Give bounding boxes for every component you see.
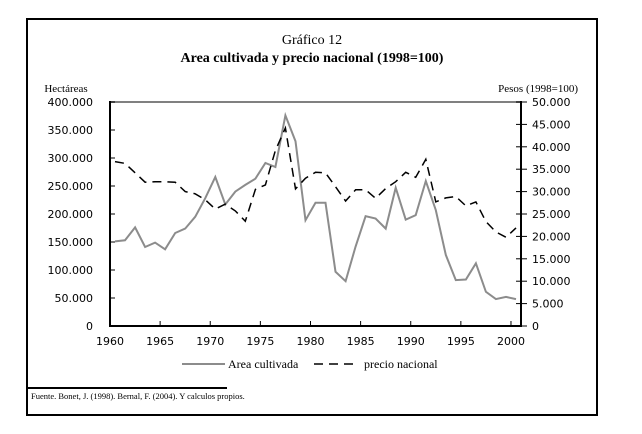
chart-subtitle: Area cultivada y precio nacional (1998=1… [181,51,444,66]
right-tick-label: 35.000 [532,163,571,176]
right-tick-label: 0 [532,320,539,333]
legend-label-precio-nacional: precio nacional [364,357,438,371]
x-axis-ticks: 1960 1965 1970 1975 1980 1985 1990 1995 2000 [96,321,525,348]
left-tick-label: 100.000 [48,264,94,277]
chart-title: Gráfico 12 [282,33,342,48]
x-tick-label: 1995 [447,335,475,348]
left-tick-label: 400.000 [48,96,94,109]
right-tick-label: 15.000 [532,253,571,266]
x-tick-label: 1980 [296,335,324,348]
x-tick-label: 1965 [146,335,174,348]
left-tick-label: 350.000 [48,124,94,137]
right-tick-label: 50.000 [532,96,571,109]
legend-label-area-cultivada: Area cultivada [228,357,299,371]
x-tick-label: 1985 [347,335,375,348]
right-tick-label: 10.000 [532,275,571,288]
right-tick-label: 25.000 [532,208,571,221]
x-tick-label: 1960 [96,335,124,348]
right-tick-label: 45.000 [532,118,571,131]
right-tick-label: 20.000 [532,230,571,243]
left-tick-label: 300.000 [48,152,94,165]
x-tick-label: 1990 [397,335,425,348]
series-layer [114,111,517,301]
left-tick-label: 50.000 [55,292,94,305]
figure-frame [26,18,598,416]
plot-area [109,101,522,327]
right-axis-ticks: 0 5.000 10.000 15.000 20.000 25.000 30.000 35.0… [516,96,571,333]
legend: Area cultivada precio nacional [182,357,438,371]
left-axis-label: Hectáreas [44,83,87,95]
left-axis-ticks: 0 50.000 100.000 150.000 200.000 250.000 300.0… [48,96,115,333]
right-tick-label: 30.000 [532,186,571,199]
source-note: Fuente. Bonet, J. (1998). Bernal, F. (20… [31,391,245,401]
left-tick-label: 250.000 [48,180,94,193]
left-tick-label: 150.000 [48,236,94,249]
right-tick-label: 5.000 [532,298,564,311]
series-line-precio-nacional [114,125,517,239]
left-tick-label: 0 [86,320,93,333]
right-tick-label: 40.000 [532,141,571,154]
x-tick-label: 2000 [497,335,525,348]
series-line-area-cultivada [114,111,517,301]
left-tick-label: 200.000 [48,208,94,221]
x-tick-label: 1975 [246,335,274,348]
right-axis-label: Pesos (1998=100) [498,83,578,95]
x-tick-label: 1970 [196,335,224,348]
